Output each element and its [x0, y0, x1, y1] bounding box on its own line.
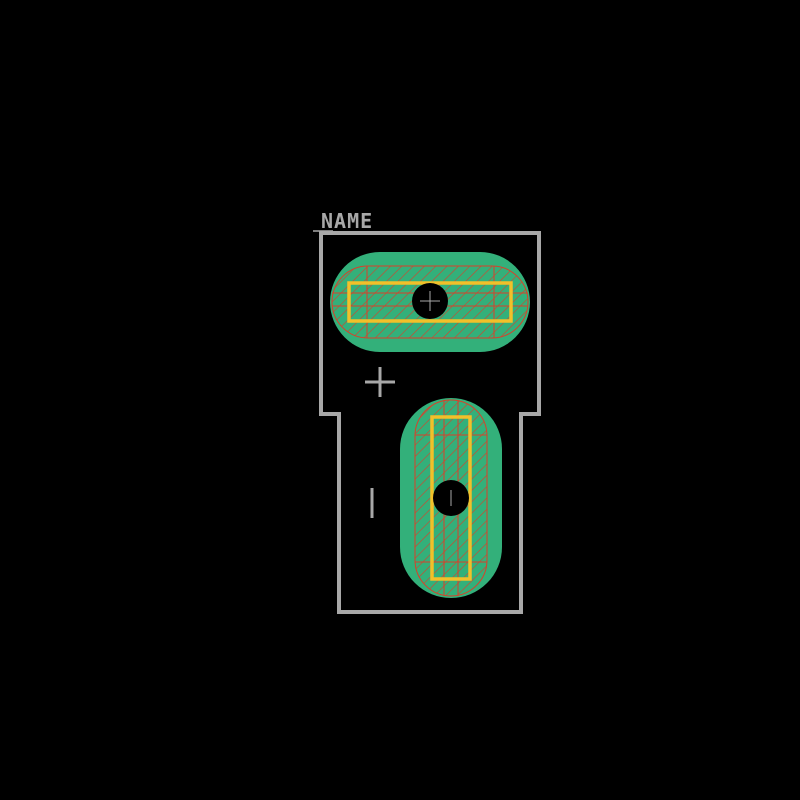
- reference-label: NAME: [321, 209, 373, 233]
- pad-2[interactable]: [400, 398, 502, 598]
- pin1-plus-icon: [365, 367, 395, 397]
- pad-1-drill-cross-icon: [420, 291, 440, 311]
- silkscreen-outline: [319, 231, 541, 614]
- pad-2-paste-outline: [430, 415, 472, 581]
- pad-1[interactable]: [330, 252, 530, 352]
